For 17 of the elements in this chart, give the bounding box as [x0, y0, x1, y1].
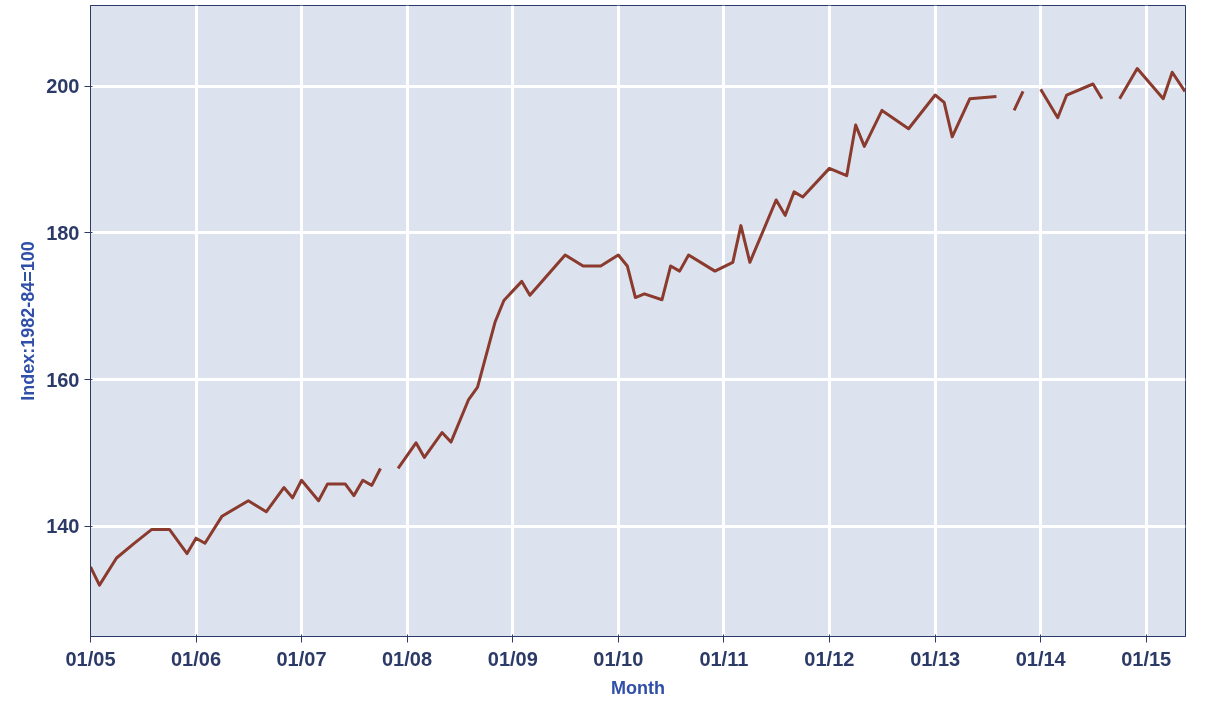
y-tick-label: 140: [46, 515, 80, 538]
y-tick-label: 200: [46, 75, 80, 98]
x-tick-label: 01/11: [699, 647, 749, 670]
x-tick-label: 01/09: [487, 647, 538, 670]
x-tick-label: 01/15: [1121, 647, 1172, 670]
y-tick-label: 160: [46, 368, 80, 391]
x-tick-label: 01/06: [170, 647, 222, 670]
x-tick-label: 01/07: [276, 647, 327, 670]
x-tick-label: 01/08: [382, 647, 433, 670]
x-tick-label: 01/14: [1015, 647, 1067, 670]
x-tick-label: 01/13: [910, 647, 961, 670]
x-tick-label: 01/05: [65, 647, 116, 670]
x-tick-label: 01/10: [593, 647, 644, 670]
x-axis-title: Month: [611, 677, 665, 698]
x-tick-label: 01/12: [804, 647, 855, 670]
y-axis-title: Index:1982-84=100: [18, 241, 39, 401]
y-tick-label: 180: [46, 221, 80, 244]
